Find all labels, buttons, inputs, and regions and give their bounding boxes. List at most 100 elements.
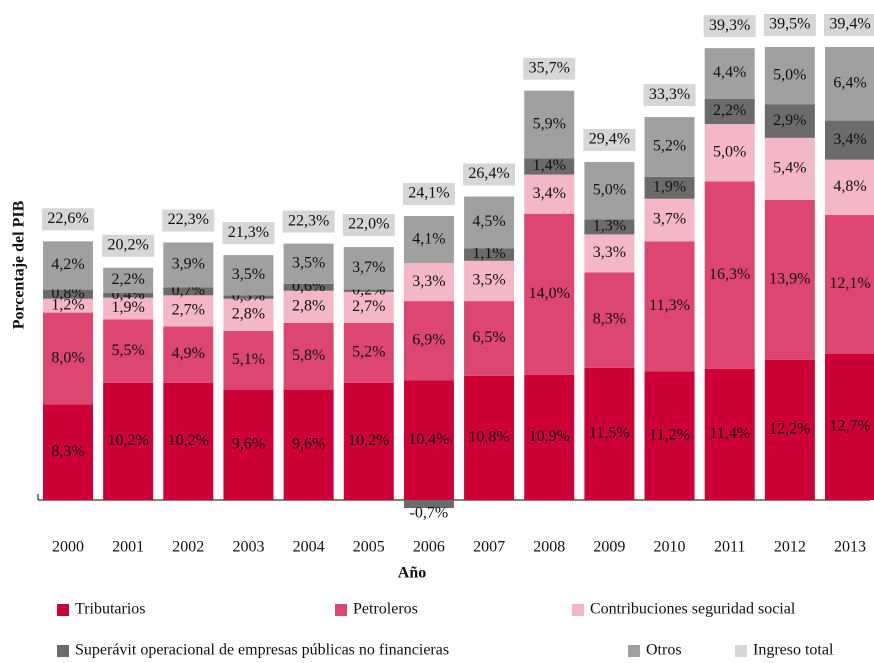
data-label: 3,5% (292, 254, 325, 271)
bar-segment (223, 330, 274, 390)
data-label: 6,9% (412, 331, 445, 348)
bar-segment (223, 255, 274, 296)
data-label: 2,2% (111, 271, 144, 288)
x-tick-label: 2006 (413, 539, 445, 556)
total-box (342, 214, 395, 237)
x-axis-label: Año (398, 565, 426, 582)
x-tick-label: 2001 (112, 539, 144, 556)
bar-segment (163, 326, 214, 383)
legend-swatch (57, 604, 69, 616)
bar-segment (43, 312, 93, 405)
bar-segment (403, 263, 454, 302)
bar-segment (764, 199, 815, 360)
data-label: 9,6% (292, 435, 325, 452)
bar-segment (704, 98, 755, 125)
total-box (222, 222, 275, 245)
data-label: 3,4% (533, 185, 566, 202)
data-label: 4,4% (713, 64, 746, 81)
total-label: 33,3% (649, 86, 690, 103)
total-label: 24,1% (408, 185, 449, 202)
bar-segment (403, 301, 454, 381)
data-label: 8,0% (51, 349, 84, 366)
bar-segment (584, 219, 635, 235)
legend-label: Tributarios (75, 601, 146, 618)
total-box (523, 57, 576, 80)
bar-segment (584, 234, 635, 273)
data-label: 5,5% (111, 342, 144, 359)
bar-segment (343, 289, 394, 292)
x-tick-label: 2004 (293, 539, 325, 556)
bar-segment (764, 359, 815, 500)
data-label: 10,8% (468, 429, 509, 446)
data-label: 4,9% (172, 345, 205, 362)
legend-swatch (335, 604, 347, 616)
data-label: 10,9% (529, 428, 570, 445)
x-tick-label: 2011 (714, 539, 745, 556)
data-label: 3,3% (593, 244, 626, 261)
bar-segment (223, 389, 274, 500)
bar-segment (163, 287, 214, 296)
data-label: 2,7% (172, 302, 205, 319)
total-box (643, 84, 696, 107)
bar-segment (223, 295, 274, 299)
legend-swatch (572, 604, 584, 616)
data-label: 5,2% (653, 138, 686, 155)
x-tick-label: 2010 (654, 539, 686, 556)
total-box (42, 208, 94, 231)
data-label: 10,4% (408, 431, 449, 448)
data-label: 3,7% (653, 211, 686, 228)
data-label: 8,3% (593, 311, 626, 328)
x-tick-label: 2007 (473, 539, 505, 556)
x-tick-label: 2013 (834, 539, 866, 556)
bar-segment (764, 47, 815, 105)
data-label: 4,1% (412, 230, 445, 247)
data-label: 5,8% (292, 347, 325, 364)
bar-segment (825, 47, 874, 121)
bar-segment (825, 353, 874, 500)
data-label: 14,0% (529, 285, 570, 302)
data-label: 11,2% (649, 426, 690, 443)
total-box (824, 14, 874, 36)
bar-segment (464, 301, 515, 376)
bar-segment (343, 382, 394, 500)
bar-segment (704, 368, 755, 500)
bar-segment (524, 213, 575, 375)
bar-segment (524, 158, 575, 175)
data-label: 3,5% (472, 272, 505, 289)
data-label: 3,9% (172, 256, 205, 273)
data-label: 1,9% (653, 179, 686, 196)
data-label: 3,7% (352, 259, 385, 276)
bar-segment (103, 293, 154, 298)
bar-segment (283, 290, 334, 323)
bar-segment (43, 241, 93, 290)
legend-label: Contribuciones seguridad social (590, 601, 796, 618)
total-label: 35,7% (529, 59, 570, 76)
total-box (703, 15, 756, 38)
data-label: 2,8% (232, 306, 265, 323)
bar-segment (584, 272, 635, 368)
data-label: 8,3% (51, 443, 84, 460)
total-box (463, 163, 516, 186)
bar-segment (584, 161, 635, 220)
total-label: 22,6% (47, 210, 88, 227)
bar-segment (343, 247, 394, 290)
bar-segment (283, 389, 334, 500)
data-label: 1,3% (593, 218, 626, 235)
data-label: 2,8% (292, 298, 325, 315)
data-label: 2,9% (773, 112, 806, 129)
bar-segment (825, 120, 874, 160)
data-label: 5,4% (773, 160, 806, 177)
data-label: 5,1% (232, 351, 265, 368)
total-label: 39,3% (709, 17, 750, 34)
data-label: 4,2% (51, 256, 84, 273)
data-label: 3,3% (412, 273, 445, 290)
data-label: 5,2% (352, 344, 385, 361)
data-label: 6,5% (472, 329, 505, 346)
total-box (282, 210, 335, 233)
data-label: 12,2% (769, 421, 810, 438)
data-label: 5,9% (533, 115, 566, 132)
bar-segment (524, 374, 575, 500)
data-label: 12,7% (829, 418, 870, 435)
bar-segment (403, 380, 454, 500)
